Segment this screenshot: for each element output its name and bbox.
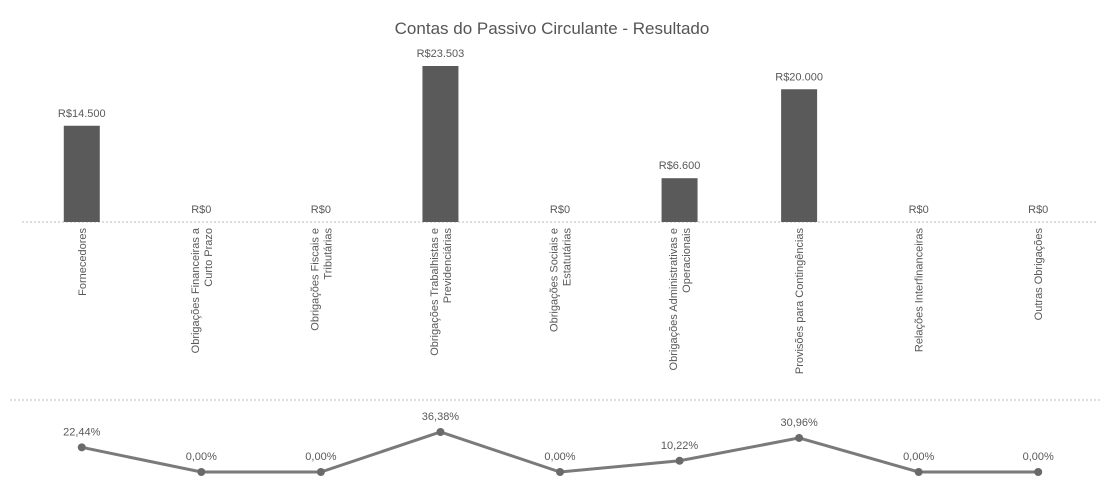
x-tick-label: Obrigações Fiscais eTributárias <box>309 228 334 331</box>
data-label: R$0 <box>1028 204 1048 216</box>
marker <box>316 468 325 476</box>
marker <box>795 433 804 442</box>
data-label: 0,00% <box>186 451 217 463</box>
x-tick-label: Obrigações Sociais eEstatutárias <box>549 228 574 332</box>
marker <box>914 468 923 476</box>
data-label: 10,22% <box>661 440 699 452</box>
marker <box>436 428 445 436</box>
data-label: R$0 <box>191 204 211 216</box>
data-label: R$14.500 <box>58 108 106 120</box>
data-label: R$20.000 <box>775 71 823 83</box>
data-label: R$0 <box>550 204 570 216</box>
x-tick-label: Relações Interfinanceiras <box>914 228 926 353</box>
marker <box>675 456 684 465</box>
bar <box>781 89 818 222</box>
marker <box>197 468 206 476</box>
chart-title: Contas do Passivo Circulante - Resultado <box>395 19 710 38</box>
data-label: 0,00% <box>1023 451 1054 463</box>
x-tick-label: Obrigações Financeiras aCurto Prazo <box>190 227 215 353</box>
x-tick-label: Provisões para Contingências <box>794 228 806 375</box>
bar <box>63 125 100 222</box>
marker <box>1034 468 1043 476</box>
bar <box>422 66 459 222</box>
data-label: 0,00% <box>903 451 934 463</box>
data-label: 22,44% <box>63 426 101 438</box>
data-label: R$0 <box>311 204 331 216</box>
x-tick-label: Outras Obrigações <box>1033 228 1045 321</box>
data-label: R$6.600 <box>659 160 701 172</box>
data-label: R$0 <box>909 204 929 216</box>
marker <box>77 443 86 452</box>
data-label: 30,96% <box>780 417 818 429</box>
x-tick-label: Obrigações Trabalhistas ePrevidenciárias <box>429 228 454 356</box>
bar <box>661 178 698 222</box>
data-label: R$23.503 <box>417 48 465 60</box>
x-tick-label: Fornecedores <box>77 228 89 296</box>
x-tick-label: Obrigações Administrativas eOperacionais <box>668 228 693 371</box>
marker <box>556 468 564 476</box>
data-label: 0,00% <box>305 451 336 463</box>
data-label: 36,38% <box>422 411 460 423</box>
data-label: 0,00% <box>544 451 575 463</box>
